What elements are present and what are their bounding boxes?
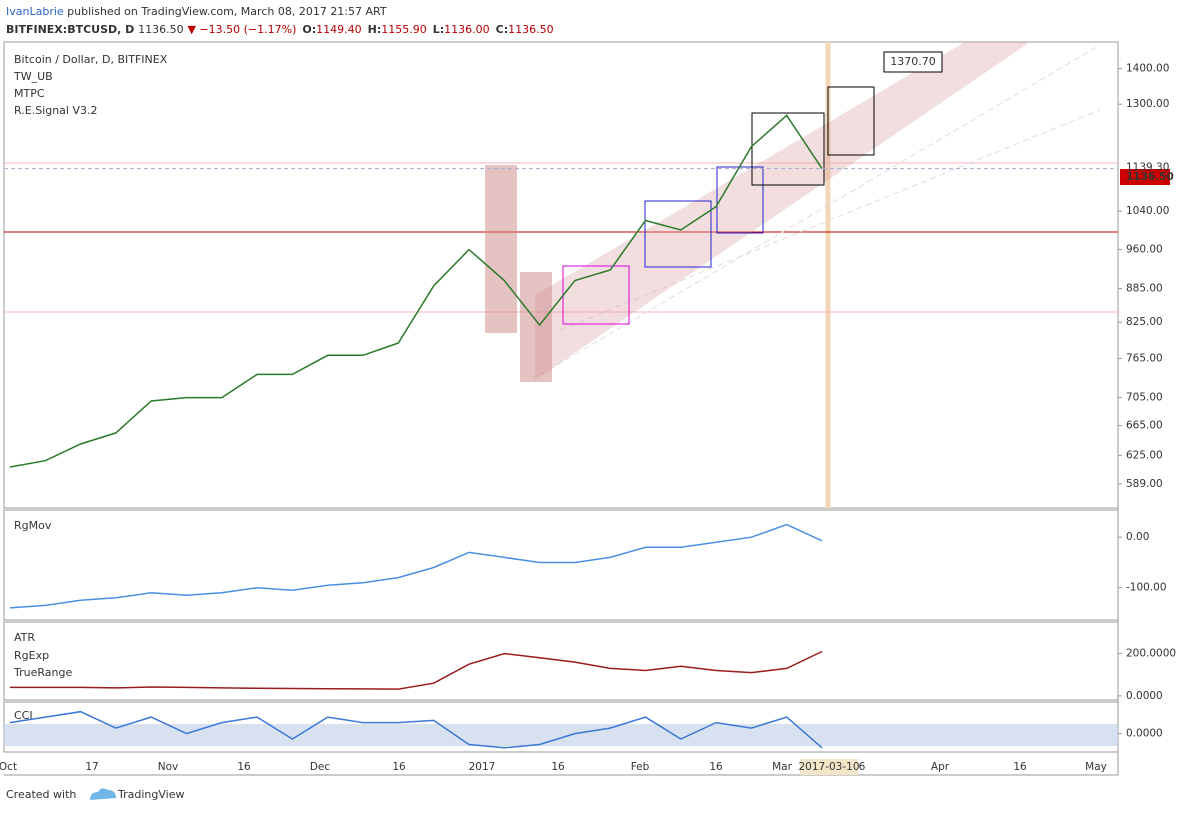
last: 1136.50: [138, 23, 184, 36]
symbol-line: BITFINEX:BTCUSD, D 1136.50 ▼ −13.50 (−1.…: [6, 23, 554, 36]
pane-frames: [3, 41, 1119, 776]
header-line: IvanLabrie published on TradingView.com,…: [6, 5, 387, 18]
price-line: [9, 114, 823, 468]
logo: [90, 788, 116, 800]
time-label: 16: [709, 761, 723, 773]
pane-title: RgMov: [14, 519, 52, 532]
tick-label: 665.00: [1126, 420, 1163, 432]
time-label: Nov: [158, 761, 179, 773]
footer-brand[interactable]: TradingView: [117, 788, 184, 801]
symbol: BITFINEX:BTCUSD, D: [6, 23, 134, 36]
time-label: 16: [1013, 761, 1027, 773]
target-label: 1370.70: [890, 55, 936, 68]
time-label: Apr: [931, 761, 950, 773]
pane-title: Bitcoin / Dollar, D, BITFINEX: [14, 53, 168, 66]
ohlc-value: 1136.50: [508, 23, 554, 36]
time-label: 17: [85, 761, 98, 773]
drawings: 1370.70: [4, 42, 1170, 775]
tick-label: 885.00: [1126, 283, 1163, 295]
ohlc-value: 1136.00: [444, 23, 490, 36]
time-label: 16: [392, 761, 406, 773]
study: MTPC: [14, 87, 45, 100]
rgmov-line: [9, 523, 823, 609]
ohlc-value: 1155.90: [381, 23, 427, 36]
pane-title: ATR: [14, 631, 35, 644]
time-label: Feb: [631, 761, 650, 773]
study: R.E.Signal V3.2: [14, 104, 98, 117]
ohlc: O:1149.40 H:1155.90 L:1136.00 C:1136.50: [302, 23, 553, 36]
time-label: 6: [859, 761, 866, 773]
footer-text: Created with: [6, 788, 76, 801]
tick-label: 1040.00: [1126, 205, 1169, 217]
time-label: 16: [237, 761, 251, 773]
pane-title: TrueRange: [13, 666, 72, 679]
ohlc-key: C:: [496, 23, 508, 36]
last-label: 1136.50: [1126, 171, 1174, 183]
time-label: 2017: [469, 761, 496, 773]
time-label: May: [1085, 761, 1107, 773]
ohlc-key: H:: [368, 23, 382, 36]
study: TW_UB: [13, 70, 53, 83]
time-label: Mar: [772, 761, 792, 773]
time-label: 16: [551, 761, 565, 773]
tick-label: 705.00: [1126, 392, 1163, 404]
time-label: Oct: [0, 761, 17, 773]
author: IvanLabrie: [6, 5, 64, 18]
ohlc-key: L:: [433, 23, 444, 36]
time-label: 2017-03-10: [798, 761, 859, 773]
change: ▼ −13.50 (−1.17%): [187, 23, 296, 36]
ohlc-value: 1149.40: [316, 23, 362, 36]
tick-label: 200.0000: [1126, 648, 1176, 660]
tick-label: 825.00: [1126, 316, 1163, 328]
pane-title: CCI: [14, 709, 33, 722]
tick-label: 0.0000: [1126, 690, 1163, 702]
ohlc-key: O:: [302, 23, 316, 36]
time-label: Dec: [310, 761, 331, 773]
tick-label: 0.0000: [1126, 728, 1163, 740]
tick-label: 625.00: [1126, 449, 1163, 461]
tick-label: 960.00: [1126, 244, 1163, 256]
published: published on TradingView.com, March 08, …: [67, 5, 387, 18]
atr-line: [10, 650, 823, 690]
cci-line: [9, 710, 823, 749]
tick-label: 765.00: [1126, 352, 1163, 364]
tick-label: 0.00: [1126, 531, 1149, 543]
cci-band: [4, 724, 1118, 746]
tick-label: 589.00: [1126, 478, 1163, 490]
pane-title: RgExp: [14, 649, 49, 662]
level-label: 1139.30: [1126, 161, 1169, 173]
tick-label: -100.00: [1126, 582, 1167, 594]
tick-label: 1400.00: [1126, 63, 1169, 75]
tick-label: 1300.00: [1126, 98, 1169, 110]
